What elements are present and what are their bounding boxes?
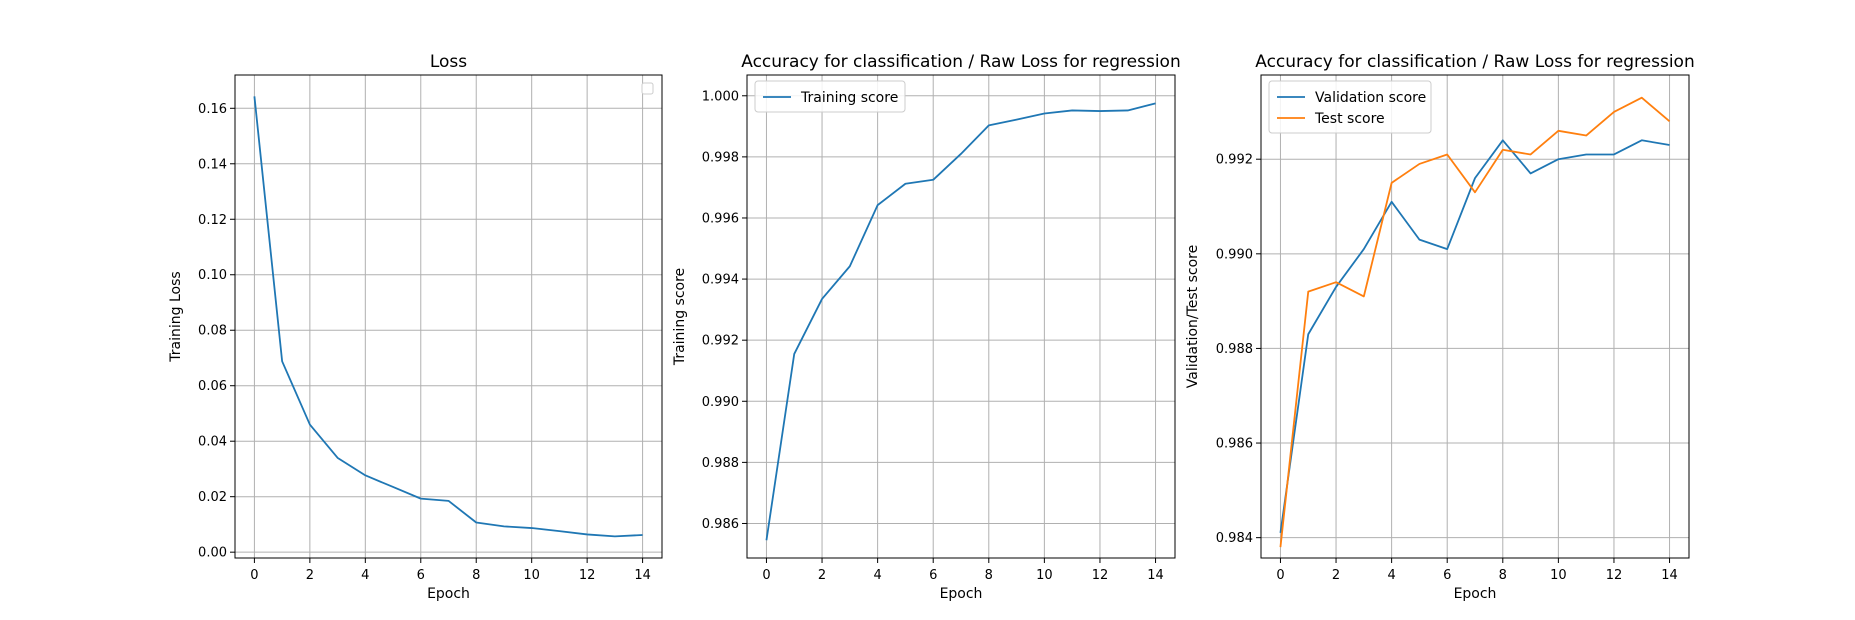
y-tick-label: 0.12	[198, 213, 227, 228]
legend-box	[641, 82, 654, 95]
x-tick-label: 12	[579, 568, 596, 583]
x-tick-label: 8	[1499, 568, 1507, 583]
y-tick-label: 0.988	[702, 456, 739, 471]
x-tick-label: 8	[985, 568, 993, 583]
y-tick-label: 0.990	[702, 395, 739, 410]
x-tick-label: 0	[250, 568, 258, 583]
series-line-training-loss	[253, 96, 643, 538]
x-tick-label: 2	[306, 568, 314, 583]
x-axis-label: Epoch	[427, 586, 470, 602]
y-tick-label: 0.02	[198, 490, 227, 505]
y-tick-label: 0.00	[198, 546, 227, 561]
x-tick-label: 14	[634, 568, 651, 583]
x-tick-label: 6	[1443, 568, 1451, 583]
legend-box	[1268, 80, 1432, 134]
y-tick-label: 0.984	[1216, 531, 1253, 546]
y-tick-label: 0.16	[198, 102, 227, 117]
y-tick-label: 0.08	[198, 324, 227, 339]
x-tick-label: 4	[873, 568, 881, 583]
legend: Training score	[754, 80, 906, 113]
x-tick-label: 4	[361, 568, 369, 583]
axes-frame	[746, 74, 1176, 559]
x-tick-label: 6	[417, 568, 425, 583]
y-tick-label: 0.988	[1216, 342, 1253, 357]
legend: Validation score Test score	[1268, 80, 1432, 134]
y-tick-label: 0.06	[198, 379, 227, 394]
y-tick-label: 0.992	[1216, 153, 1253, 168]
x-tick-label: 10	[523, 568, 540, 583]
y-tick-label: 0.14	[198, 157, 227, 172]
y-tick-label: 0.996	[702, 211, 739, 226]
y-tick-label: 1.000	[702, 89, 739, 104]
chart-title: Loss	[430, 52, 467, 72]
series-line-training-score	[765, 102, 1156, 541]
loss-chart: 0 2 4 6 8 10 12 14 0.00 0.02 0.04 0.06 0.08 0.10 0.12 0…	[168, 52, 663, 602]
x-tick-label: 10	[1550, 568, 1567, 583]
legend-label: Validation score	[1315, 90, 1426, 106]
validation-test-score-chart: 0 2 4 6 8 10 12 14 0.984 0.986 0.988 0.990 0.992 Accu…	[1185, 52, 1695, 602]
x-tick-label: 12	[1092, 568, 1109, 583]
y-axis-label: Training Loss	[168, 271, 184, 362]
y-tick-label: 0.04	[198, 435, 227, 450]
y-tick-label: 0.990	[1216, 247, 1253, 262]
chart-title: Accuracy for classification / Raw Loss f…	[1255, 52, 1694, 72]
x-tick-label: 0	[762, 568, 770, 583]
x-tick-label: 8	[472, 568, 480, 583]
axes-frame	[1260, 74, 1690, 559]
legend-label: Training score	[800, 90, 898, 106]
x-axis-label: Epoch	[1454, 586, 1497, 602]
x-tick-label: 14	[1147, 568, 1164, 583]
x-tick-label: 10	[1036, 568, 1053, 583]
x-tick-label: 12	[1606, 568, 1623, 583]
chart-title: Accuracy for classification / Raw Loss f…	[741, 52, 1180, 72]
y-axis-label: Validation/Test score	[1185, 245, 1201, 389]
training-score-chart: 0 2 4 6 8 10 12 14 0.986 0.988 0.990 0.992 0.994 0.99…	[672, 52, 1181, 602]
x-tick-label: 0	[1276, 568, 1284, 583]
y-tick-label: 0.994	[702, 273, 739, 288]
series-line-validation-score	[1279, 139, 1670, 534]
y-tick-label: 0.992	[702, 334, 739, 349]
x-tick-label: 4	[1387, 568, 1395, 583]
x-tick-label: 2	[818, 568, 826, 583]
y-axis-label: Training score	[672, 268, 688, 366]
legend-box	[754, 80, 906, 113]
series-line-test-score	[1279, 96, 1671, 548]
legend-label: Test score	[1314, 111, 1385, 127]
x-tick-label: 6	[929, 568, 937, 583]
y-tick-label: 0.998	[702, 150, 739, 165]
y-tick-label: 0.986	[1216, 437, 1253, 452]
x-tick-label: 2	[1332, 568, 1340, 583]
axes-frame	[234, 74, 663, 559]
y-tick-label: 0.10	[198, 268, 227, 283]
y-tick-label: 0.986	[702, 517, 739, 532]
x-tick-label: 14	[1661, 568, 1678, 583]
x-axis-label: Epoch	[940, 586, 983, 602]
